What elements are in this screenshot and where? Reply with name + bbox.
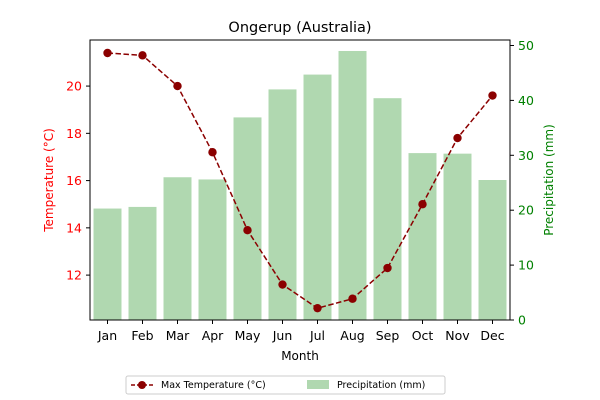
x-tick-label: Aug: [340, 328, 364, 343]
x-tick-label: Mar: [166, 328, 190, 343]
precip-bar-aug: [338, 50, 367, 320]
precip-bar-may: [233, 117, 262, 320]
y-right-tick-label: 40: [518, 93, 534, 108]
precip-bar-apr: [198, 179, 227, 320]
temp-point-nov: [453, 133, 462, 143]
temp-point-dec: [488, 91, 497, 100]
temp-point-jun: [278, 280, 287, 289]
temp-point-may: [243, 226, 252, 235]
legend: Max Temperature (°C) Precipitation (mm): [125, 375, 446, 395]
precip-bar-feb: [128, 206, 157, 320]
temp-point-feb: [138, 51, 147, 60]
y-left-tick-label: 18: [66, 126, 82, 141]
precip-bar-mar: [163, 177, 192, 320]
y-axis-left-label: Temperature (°C): [42, 128, 56, 233]
x-tick-label: Oct: [412, 328, 434, 343]
precip-bar-nov: [443, 153, 472, 320]
x-tick-label: Nov: [445, 328, 470, 343]
legend-box: [125, 375, 446, 395]
y-right-tick-label: 20: [518, 203, 534, 218]
precip-bar-jan: [93, 208, 122, 320]
legend-marker-swatch: [138, 381, 146, 389]
y-right-tick-label: 10: [518, 258, 534, 273]
x-tick-label: Jul: [309, 328, 325, 343]
y-right-tick-label: 30: [518, 148, 534, 163]
x-axis-label: Month: [281, 349, 319, 363]
x-tick-label: Feb: [131, 328, 153, 343]
plot-frame: [89, 39, 511, 321]
y-left-tick-label: 20: [66, 79, 82, 94]
x-tick-label: Jun: [272, 328, 293, 343]
x-tick-label: Apr: [202, 328, 224, 343]
x-tick-label: May: [235, 328, 261, 343]
temp-point-apr: [208, 148, 217, 157]
precip-bar-sep: [373, 98, 402, 320]
temp-point-jan: [103, 48, 112, 58]
temp-point-oct: [418, 200, 427, 209]
y-axis-left: 12 14 16 18 20: [66, 79, 90, 283]
legend-bar-swatch: [307, 380, 329, 389]
y-right-tick-label: 0: [518, 313, 526, 328]
precipitation-bars: [93, 50, 507, 321]
temp-point-mar: [173, 81, 182, 91]
y-left-tick-label: 16: [66, 173, 82, 188]
y-left-tick-label: 12: [66, 268, 82, 283]
temperature-line-path: [107, 52, 494, 309]
y-right-tick-label: 50: [518, 38, 534, 53]
precip-bar-oct: [408, 153, 437, 320]
legend-temperature-label: Max Temperature (°C): [161, 380, 266, 391]
y-left-tick-label: 14: [66, 220, 82, 235]
temp-point-aug: [348, 294, 357, 303]
chart-title: Ongerup (Australia): [228, 20, 371, 36]
temp-point-jul: [313, 303, 322, 313]
temperature-line: [103, 48, 497, 313]
x-tick-label: Sep: [376, 328, 400, 343]
precip-bar-jul: [303, 74, 332, 321]
temp-point-sep: [383, 263, 392, 273]
x-tick-label: Dec: [480, 328, 504, 343]
y-axis-right-label: Precipitation (mm): [542, 124, 556, 236]
legend-precipitation-label: Precipitation (mm): [337, 380, 425, 391]
x-axis: Jan Feb Mar Apr May Jun Jul Aug Sep Oct Nov Dec: [97, 320, 505, 343]
precip-bar-dec: [478, 180, 507, 320]
x-tick-label: Jan: [97, 328, 117, 343]
y-axis-right: 0 10 20 30 40 50: [510, 38, 534, 328]
